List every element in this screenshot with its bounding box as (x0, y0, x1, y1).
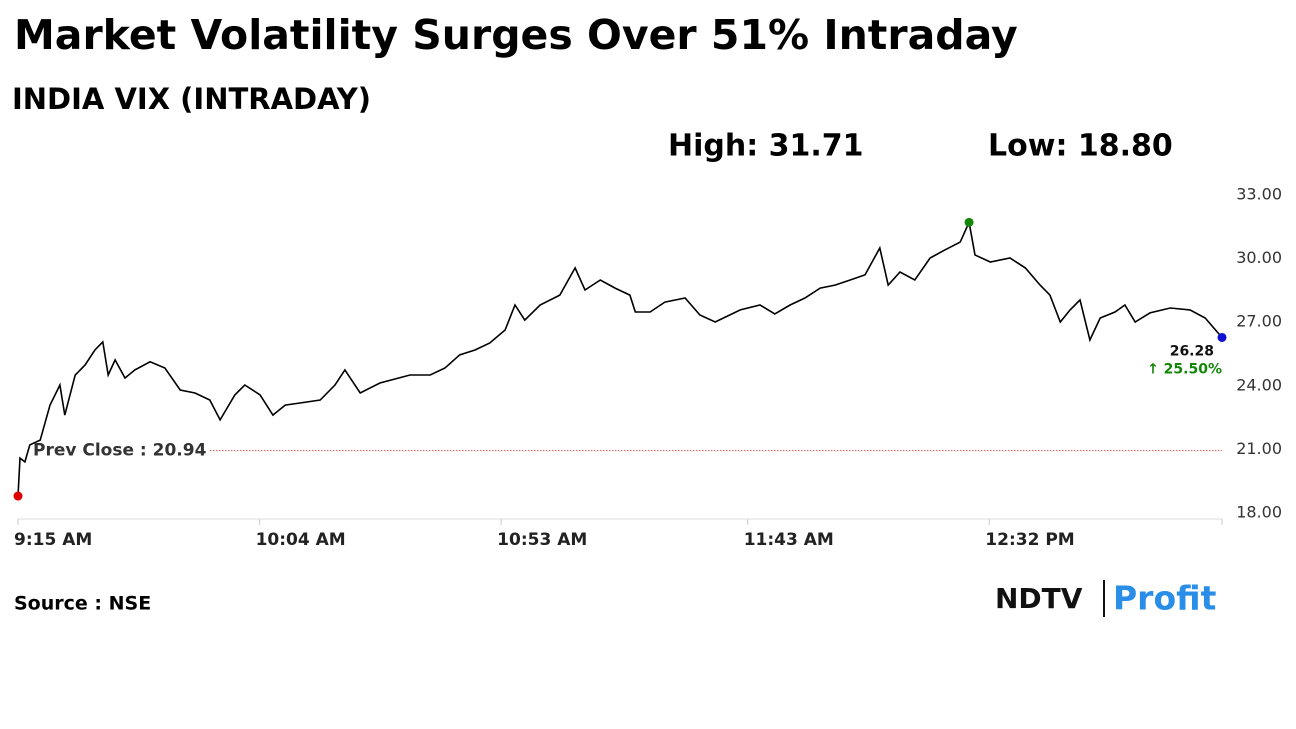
low-label: Low: 18.80 (988, 129, 1173, 164)
x-tick-label: 10:04 AM (256, 530, 346, 550)
y-tick-label: 33.00 (1236, 185, 1282, 204)
last-marker (1217, 332, 1227, 342)
high-label: High: 31.71 (668, 129, 864, 164)
x-tick-label: 11:43 AM (744, 530, 834, 550)
source: Source : NSE (14, 593, 151, 615)
low-marker (13, 491, 23, 501)
y-tick-label: 24.00 (1236, 375, 1282, 394)
y-tick-label: 18.00 (1236, 503, 1282, 522)
y-tick-label: 27.00 (1236, 312, 1282, 331)
y-tick-label: 21.00 (1236, 439, 1282, 458)
last-value-label: 26.28 (1170, 343, 1214, 359)
x-tick-label: 12:32 PM (985, 530, 1074, 550)
chart-title: Market Volatility Surges Over 51% Intrad… (14, 11, 1018, 59)
high-marker (964, 217, 974, 227)
chart-subtitle: INDIA VIX (INTRADAY) (12, 82, 371, 116)
y-tick-label: 30.00 (1236, 248, 1282, 267)
line-series (17, 219, 1223, 497)
x-tick-label: 10:53 AM (497, 530, 587, 550)
logo-ndtv: NDTV (995, 582, 1083, 615)
change-label: ↑ 25.50% (1147, 361, 1222, 377)
x-tick-label: 9:15 AM (14, 530, 92, 550)
logo-profit: Profit (1113, 579, 1217, 618)
prev-close-label: Prev Close : 20.94 (33, 441, 207, 461)
